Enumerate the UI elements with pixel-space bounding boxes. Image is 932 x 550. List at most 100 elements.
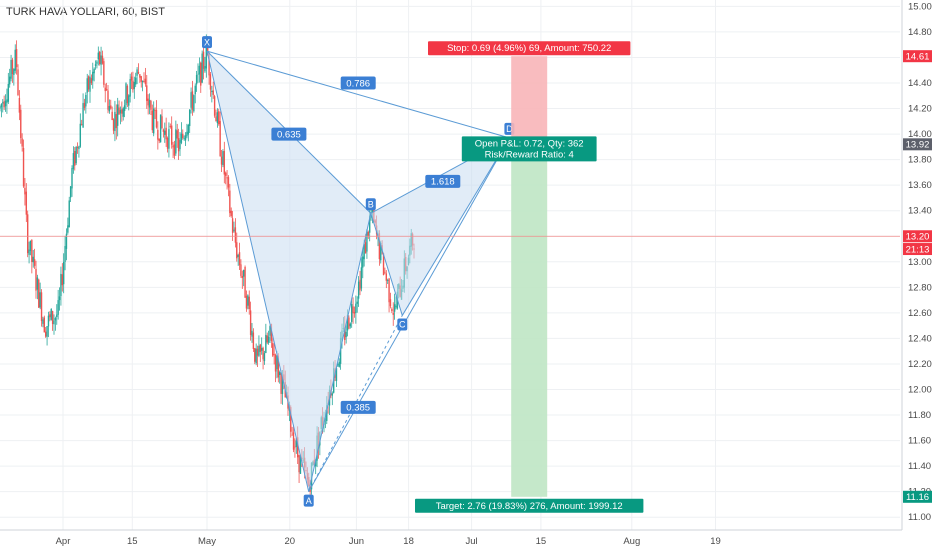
time-tick-label: 15: [536, 536, 547, 547]
candle: [154, 107, 156, 119]
candle-body: [46, 326, 48, 337]
time-tick-label: Jul: [466, 536, 478, 547]
candle-body: [276, 355, 278, 370]
candle-body: [237, 254, 239, 257]
candle: [384, 267, 386, 275]
candle: [222, 149, 224, 168]
candle: [46, 325, 48, 346]
candle-body: [132, 80, 134, 90]
candle: [219, 111, 221, 157]
candle-body: [69, 186, 72, 198]
candle-body: [254, 348, 256, 362]
candle-body: [10, 59, 12, 79]
candle: [254, 347, 256, 365]
pattern-leg-xd: [206, 50, 510, 139]
candle: [280, 370, 282, 404]
price-tick-label: 11.60: [908, 436, 931, 447]
time-tick-label: 18: [403, 536, 414, 547]
point-label-text: X: [204, 37, 210, 47]
candle-body: [58, 296, 61, 301]
candle: [132, 71, 134, 93]
time-tick-label: Aug: [623, 536, 640, 547]
pattern-leg-xa: [206, 50, 310, 492]
candle: [69, 186, 72, 202]
candle: [74, 147, 76, 171]
candle: [61, 263, 64, 292]
candle-body: [248, 296, 250, 310]
candle: [42, 316, 44, 328]
candle: [262, 346, 264, 370]
candle: [188, 108, 191, 133]
candle: [35, 260, 37, 299]
candle: [212, 81, 214, 99]
candle-body: [38, 279, 40, 308]
candle-body: [348, 317, 350, 329]
candle-body: [362, 256, 364, 268]
candle: [388, 277, 390, 313]
point-label-bg: [365, 198, 376, 211]
candle: [230, 207, 232, 218]
candle: [345, 323, 347, 344]
candle: [298, 454, 300, 483]
candle-body: [252, 332, 255, 349]
candle-body: [42, 319, 44, 324]
candle: [10, 54, 12, 82]
candle-body: [251, 330, 253, 337]
point-label-text: D: [506, 124, 513, 134]
candle: [80, 119, 83, 126]
ratio-label-bg: [340, 400, 376, 414]
candle-body: [107, 90, 109, 110]
candle: [198, 57, 201, 83]
candle-body: [259, 344, 262, 352]
candle-body: [380, 242, 382, 261]
ratio-label: 0.786: [340, 76, 376, 90]
price-axis-tag: 11.16: [903, 490, 932, 503]
candle: [256, 345, 259, 368]
price-tag-text: 13.20: [906, 232, 930, 243]
candle-body: [255, 348, 257, 364]
candle-body: [314, 459, 317, 467]
candle: [184, 132, 187, 147]
candle-body: [17, 69, 19, 96]
candle: [22, 139, 25, 188]
candle: [175, 120, 177, 156]
candle-body: [353, 312, 356, 314]
point-label-text: C: [399, 320, 406, 330]
candle-body: [68, 200, 70, 228]
candle-body: [294, 446, 296, 448]
price-tick-label: 13.40: [908, 206, 932, 217]
candle: [111, 106, 113, 121]
candle: [218, 108, 220, 126]
candle: [137, 63, 140, 75]
candle-body: [392, 312, 394, 315]
candle: [2, 99, 4, 113]
price-tick-label: 11.00: [908, 512, 931, 523]
candle-body: [0, 106, 1, 109]
candle: [389, 292, 392, 309]
candle-body: [21, 138, 23, 147]
candle-body: [173, 144, 176, 156]
candle-body: [345, 331, 347, 338]
candle-body: [194, 85, 196, 95]
target-label: Target: 2.76 (19.83%) 276, Amount: 1999.…: [415, 498, 644, 513]
candle: [158, 138, 160, 144]
candle-body: [31, 240, 33, 262]
candle: [0, 103, 3, 118]
candle: [51, 310, 54, 331]
candle-body: [0, 104, 3, 108]
candle-body: [280, 373, 282, 394]
candle: [291, 426, 293, 436]
candle: [267, 330, 270, 345]
candle: [193, 94, 195, 113]
candle-body: [382, 253, 385, 275]
candle: [119, 106, 122, 125]
candle: [71, 165, 73, 197]
candle-body: [356, 301, 358, 304]
candle-body: [56, 314, 58, 318]
candle-body: [368, 215, 371, 233]
candle: [395, 296, 397, 310]
candle: [121, 101, 123, 122]
candle: [56, 304, 58, 325]
candle: [252, 328, 255, 352]
